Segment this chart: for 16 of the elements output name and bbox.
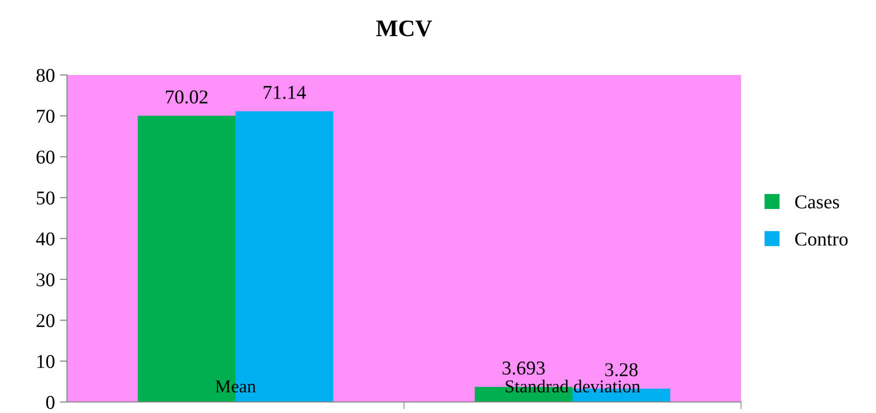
y-tick-label: 30	[36, 273, 54, 286]
y-tick-label: 20	[36, 314, 54, 328]
data-label: 3.28	[605, 363, 638, 376]
y-tick-label: 40	[36, 232, 54, 246]
data-label: 71.14	[264, 86, 306, 100]
y-tick-label: 80	[36, 68, 54, 82]
legend-label: Contro	[795, 232, 848, 246]
legend-label: Cases	[795, 195, 840, 208]
y-tick-label: 70	[37, 110, 54, 123]
y-tick-label: 50	[36, 191, 54, 205]
y-tick-label: 10	[37, 354, 54, 368]
y-tick-label: 0	[46, 396, 54, 409]
data-label: 3.693	[502, 362, 545, 375]
chart-title: MCV	[376, 20, 432, 36]
y-tick-label: 60	[36, 150, 54, 164]
data-label: 70.02	[166, 90, 208, 104]
